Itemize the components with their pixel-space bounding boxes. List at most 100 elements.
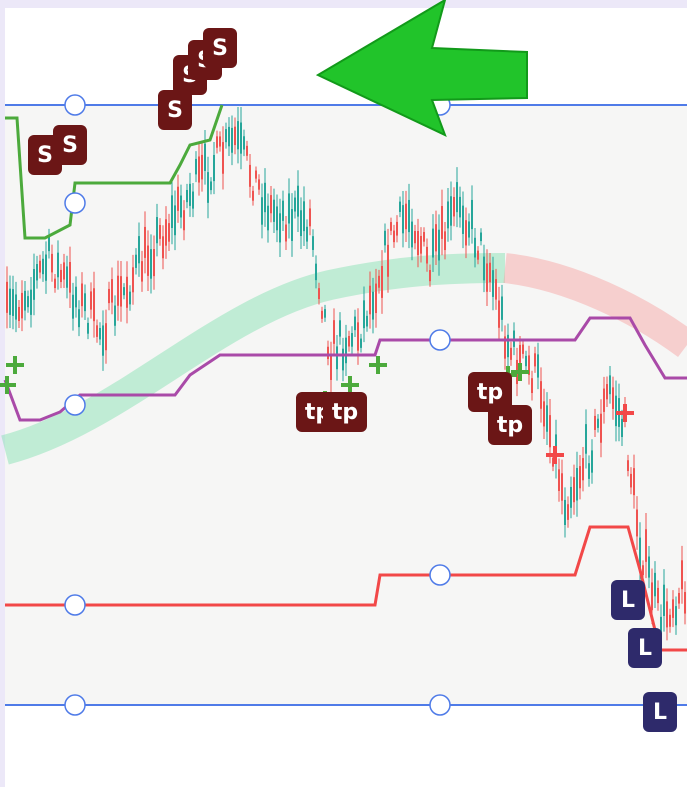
candle-body: [369, 285, 371, 315]
candle-body: [486, 263, 488, 292]
candle-body: [375, 283, 377, 314]
candle-body: [339, 320, 341, 337]
candle-body: [189, 183, 191, 206]
candle-body: [357, 322, 359, 351]
candle-body: [228, 126, 230, 147]
candle-body: [522, 344, 524, 354]
candle-body: [621, 418, 623, 437]
handle[interactable]: [64, 192, 86, 214]
candle-body: [342, 348, 344, 371]
signal-plus: [369, 356, 387, 374]
candle-body: [627, 460, 629, 472]
candle-body: [249, 164, 251, 187]
candle-body: [678, 593, 680, 604]
candle-body: [159, 224, 161, 239]
candle-body: [666, 601, 668, 628]
candle-body: [135, 254, 137, 268]
candle-body: [612, 387, 614, 409]
candle-body: [534, 353, 536, 367]
candle-body: [366, 315, 368, 327]
candle-body: [279, 213, 281, 243]
candle-body: [321, 310, 323, 319]
candle-body: [510, 347, 512, 360]
candle-body: [648, 556, 650, 578]
candle-body: [81, 283, 83, 307]
candle-body: [537, 354, 539, 378]
candle-body: [99, 327, 101, 340]
candle-body: [42, 258, 44, 275]
candle-body: [576, 467, 578, 501]
handle[interactable]: [64, 594, 86, 616]
candle-body: [60, 269, 62, 283]
signal-plus: [616, 404, 634, 422]
candle-body: [297, 185, 299, 217]
handle[interactable]: [64, 394, 86, 416]
candle-body: [579, 466, 581, 489]
handle[interactable]: [429, 329, 451, 351]
candle-body: [180, 195, 182, 218]
candle-body: [531, 378, 533, 394]
signal-plus: [0, 376, 16, 394]
candle-body: [420, 235, 422, 254]
candle-body: [168, 223, 170, 242]
candle-body: [456, 182, 458, 213]
candle-body: [240, 122, 242, 154]
handle[interactable]: [64, 694, 86, 716]
candle-body: [447, 201, 449, 229]
candle-body: [591, 450, 593, 473]
green-arrow: [315, 0, 528, 137]
candle-body: [444, 231, 446, 251]
candle-body: [33, 269, 35, 300]
candle-body: [294, 197, 296, 212]
handle[interactable]: [429, 564, 451, 586]
candle-body: [675, 606, 677, 626]
candle-body: [558, 469, 560, 491]
candle-body: [210, 181, 212, 191]
candle-body: [126, 276, 128, 308]
candle-body: [39, 260, 41, 273]
candle-body: [54, 278, 56, 289]
candle-body: [333, 320, 335, 344]
candle-body: [216, 136, 218, 148]
candle-body: [441, 206, 443, 239]
handle[interactable]: [429, 694, 451, 716]
handle[interactable]: [64, 94, 86, 116]
candle-body: [387, 244, 389, 277]
candle-body: [117, 275, 119, 306]
candle-body: [129, 291, 131, 305]
candle-body: [603, 388, 605, 412]
candle-body: [405, 203, 407, 230]
marker-label: tp: [497, 413, 523, 438]
candle-body: [9, 288, 11, 315]
candle-body: [546, 405, 548, 432]
candle-body: [57, 252, 59, 278]
candle-body: [300, 210, 302, 237]
candle-body: [186, 189, 188, 203]
candle-body: [87, 322, 89, 334]
candle-body: [465, 220, 467, 246]
candle-body: [507, 334, 509, 358]
candle-body: [540, 381, 542, 409]
candle-body: [327, 346, 329, 360]
candle-body: [258, 179, 260, 190]
trend-band-down: [503, 253, 687, 358]
candle-body: [594, 415, 596, 430]
candle-body: [669, 614, 671, 627]
candle-body: [384, 230, 386, 246]
candle-body: [480, 232, 482, 242]
candle-body: [549, 415, 551, 448]
candle-body: [147, 245, 149, 276]
candle-body: [348, 335, 350, 347]
candle-body: [69, 261, 71, 293]
candle-body: [489, 262, 491, 283]
candle-body: [399, 201, 401, 212]
candle-body: [288, 193, 290, 224]
marker-badge: [468, 372, 512, 412]
candle-body: [237, 121, 239, 150]
candle-body: [21, 292, 23, 319]
candle-body: [141, 261, 143, 282]
candle-body: [414, 230, 416, 244]
marker-label: L: [653, 700, 667, 725]
